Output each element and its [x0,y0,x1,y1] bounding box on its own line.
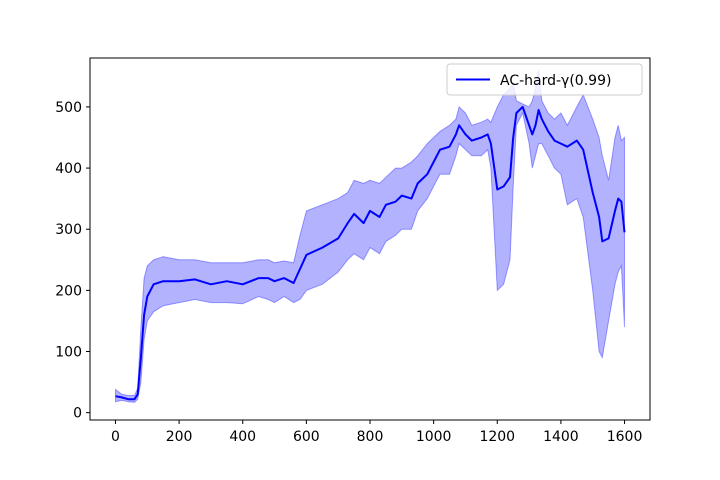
x-tick-label: 600 [293,429,320,445]
x-axis-ticks: 0 200 400 600 800 1000 1200 1400 1600 [111,420,642,445]
mean-line-layer [115,105,626,401]
y-tick-label: 500 [55,100,82,116]
y-tick-label: 200 [55,283,82,299]
x-tick-label: 1000 [416,429,452,445]
confidence-band-layer [115,70,625,403]
y-tick-label: 0 [73,406,82,422]
legend: AC-hard-γ(0.99) [446,63,643,96]
legend-box [446,63,643,96]
y-axis-ticks: 0 100 200 300 400 500 [55,100,90,422]
legend-label: AC-hard-γ(0.99) [500,73,611,89]
x-tick-label: 1200 [479,429,515,445]
y-tick-label: 100 [55,345,82,361]
y-tick-label: 400 [55,161,82,177]
plot-area [115,70,626,403]
x-tick-label: 0 [111,429,120,445]
x-tick-label: 1600 [607,429,643,445]
x-tick-label: 1400 [543,429,579,445]
std-band-0 [115,70,625,403]
x-tick-label: 800 [357,429,384,445]
y-tick-label: 300 [55,222,82,238]
mean-line-0 [115,105,626,401]
x-tick-label: 200 [166,429,193,445]
x-tick-label: 400 [229,429,256,445]
